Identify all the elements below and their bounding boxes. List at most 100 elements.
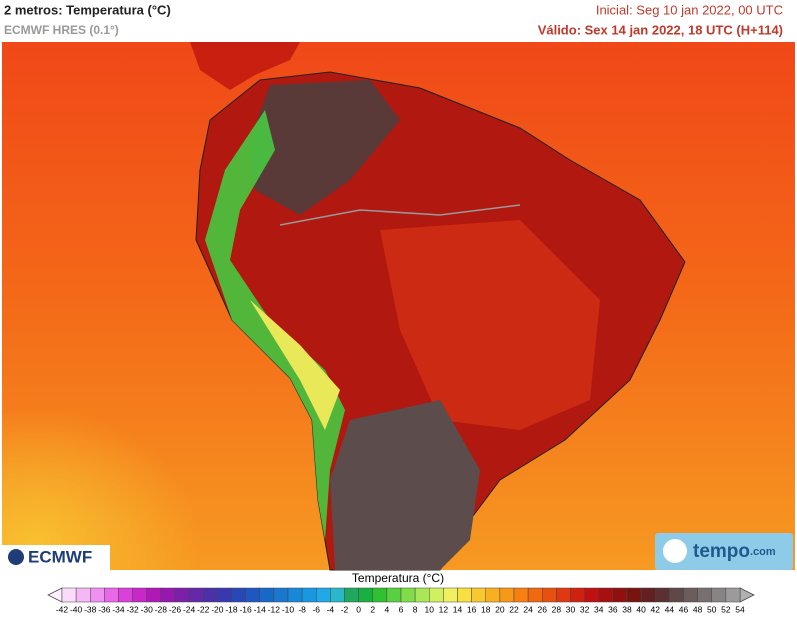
colorbar-tick-label: 48 bbox=[693, 604, 703, 614]
colorbar-box bbox=[386, 587, 402, 603]
colorbar-tick-label: -30 bbox=[141, 604, 154, 614]
colorbar-tick-label: 36 bbox=[608, 604, 618, 614]
colorbar-box bbox=[683, 587, 698, 603]
colorbar-tick-label: 18 bbox=[481, 604, 491, 614]
colorbar-box bbox=[90, 587, 105, 603]
colorbar-box bbox=[174, 587, 190, 603]
colorbar-box bbox=[513, 587, 529, 603]
interior-heat bbox=[380, 220, 600, 430]
logo-icon bbox=[8, 549, 24, 565]
logo-box bbox=[655, 533, 793, 570]
colorbar-box bbox=[485, 587, 501, 603]
colorbar-tick-label: 44 bbox=[665, 604, 675, 614]
colorbar-box bbox=[245, 587, 260, 603]
colorbar-tick-label: 24 bbox=[523, 604, 533, 614]
ecmwf-logo: ECMWF bbox=[2, 545, 110, 570]
pampas-cool bbox=[330, 400, 480, 570]
colorbar-over bbox=[739, 587, 755, 603]
colorbar-tick-label: 4 bbox=[385, 604, 390, 614]
logo-icon bbox=[663, 539, 687, 563]
amazon-river bbox=[279, 204, 521, 226]
tempo-logo: tempo.com bbox=[655, 533, 793, 570]
colorbar-tick-label: 20 bbox=[495, 604, 505, 614]
colorbar-tick-label: 2 bbox=[370, 604, 375, 614]
colorbar-tick-label: -28 bbox=[155, 604, 168, 614]
colorbar-tick-label: 0 bbox=[356, 604, 361, 614]
colorbar-box bbox=[626, 587, 642, 603]
colorbar-box bbox=[188, 587, 204, 603]
colorbar-box bbox=[301, 587, 317, 603]
colorbar-tick-label: -22 bbox=[197, 604, 210, 614]
colorbar-box bbox=[443, 587, 458, 603]
colorbar-box bbox=[146, 587, 162, 603]
colorbar-tick-label: 30 bbox=[566, 604, 576, 614]
colorbar-tick-label: -26 bbox=[169, 604, 182, 614]
colorbar-tick-label: 8 bbox=[413, 604, 418, 614]
colorbar-tick-label: -32 bbox=[126, 604, 139, 614]
colorbar-tick-label: -36 bbox=[98, 604, 111, 614]
colorbar-tick-label: 34 bbox=[594, 604, 604, 614]
colorbar-tick-label: 46 bbox=[679, 604, 689, 614]
colorbar-box bbox=[584, 587, 599, 603]
colorbar-box bbox=[400, 587, 416, 603]
colorbar-box bbox=[203, 587, 218, 603]
amazon-cool bbox=[250, 80, 400, 215]
model: ECMWF HRES (0.1°) bbox=[4, 23, 119, 37]
colorbar-tick-label: 16 bbox=[467, 604, 477, 614]
initial-time: Inicial: Seg 10 jan 2022, 00 UTC bbox=[596, 2, 783, 17]
colorbar-box bbox=[725, 587, 741, 603]
colorbar-box bbox=[471, 587, 486, 603]
colorbar-tick-label: -34 bbox=[112, 604, 125, 614]
colorbar-tick-label: 22 bbox=[509, 604, 519, 614]
colorbar-tick-label: -6 bbox=[312, 604, 320, 614]
colorbar-tick-label: 38 bbox=[622, 604, 632, 614]
colorbar-box bbox=[414, 587, 430, 603]
colorbar-box bbox=[273, 587, 289, 603]
valid-time: Válido: Sex 14 jan 2022, 18 UTC (H+114) bbox=[538, 22, 783, 37]
colorbar-tick-label: 10 bbox=[425, 604, 435, 614]
colorbar-tick-label: -12 bbox=[268, 604, 281, 614]
colorbar-tick-label: 28 bbox=[552, 604, 562, 614]
colorbar-tick-label: -24 bbox=[183, 604, 196, 614]
colorbar-box bbox=[330, 587, 345, 603]
colorbar-tick-label: 6 bbox=[399, 604, 404, 614]
colorbar-tick-label: 42 bbox=[651, 604, 661, 614]
colorbar-box bbox=[344, 587, 359, 603]
colorbar-box bbox=[118, 587, 133, 603]
colorbar-tick-label: -42 bbox=[56, 604, 69, 614]
colorbar-tick-label: 50 bbox=[707, 604, 717, 614]
altiplano bbox=[250, 300, 340, 430]
colorbar-box bbox=[217, 587, 232, 603]
colorbar-box bbox=[231, 587, 246, 603]
colorbar-box bbox=[259, 587, 275, 603]
colorbar-box bbox=[711, 587, 727, 603]
colorbar-box bbox=[499, 587, 515, 603]
map bbox=[2, 42, 795, 571]
colorbar-box bbox=[358, 587, 373, 603]
colorbar-box bbox=[655, 587, 670, 603]
colorbar-tick-label: -18 bbox=[225, 604, 238, 614]
colorbar-tick-label: 14 bbox=[453, 604, 463, 614]
colorbar-box bbox=[104, 587, 119, 603]
colorbar-tick-label: -10 bbox=[282, 604, 295, 614]
title: 2 metros: Temperatura (°C) bbox=[4, 2, 171, 17]
central-america bbox=[100, 42, 300, 90]
colorbar-under bbox=[47, 587, 63, 603]
colorbar-box bbox=[556, 587, 571, 603]
colorbar-tick-label: -38 bbox=[84, 604, 97, 614]
colorbar-tick-label: -4 bbox=[327, 604, 335, 614]
colorbar-tick-label: 40 bbox=[636, 604, 646, 614]
colorbar-box bbox=[132, 587, 147, 603]
colorbar-tick-label: -14 bbox=[254, 604, 267, 614]
colorbar-box bbox=[61, 587, 77, 603]
logo-text: tempo.com bbox=[693, 541, 776, 562]
colorbar-tick-label: -16 bbox=[239, 604, 252, 614]
colorbar-box bbox=[457, 587, 472, 603]
colorbar: -42 -40 -38 -36 -34 -32 -30 -28 -26 -24 -22 -20 -18-… bbox=[47, 587, 755, 614]
colorbar-box bbox=[669, 587, 684, 603]
colorbar-box bbox=[542, 587, 557, 603]
colorbar-box bbox=[160, 587, 176, 603]
colorbar-box bbox=[429, 587, 444, 603]
